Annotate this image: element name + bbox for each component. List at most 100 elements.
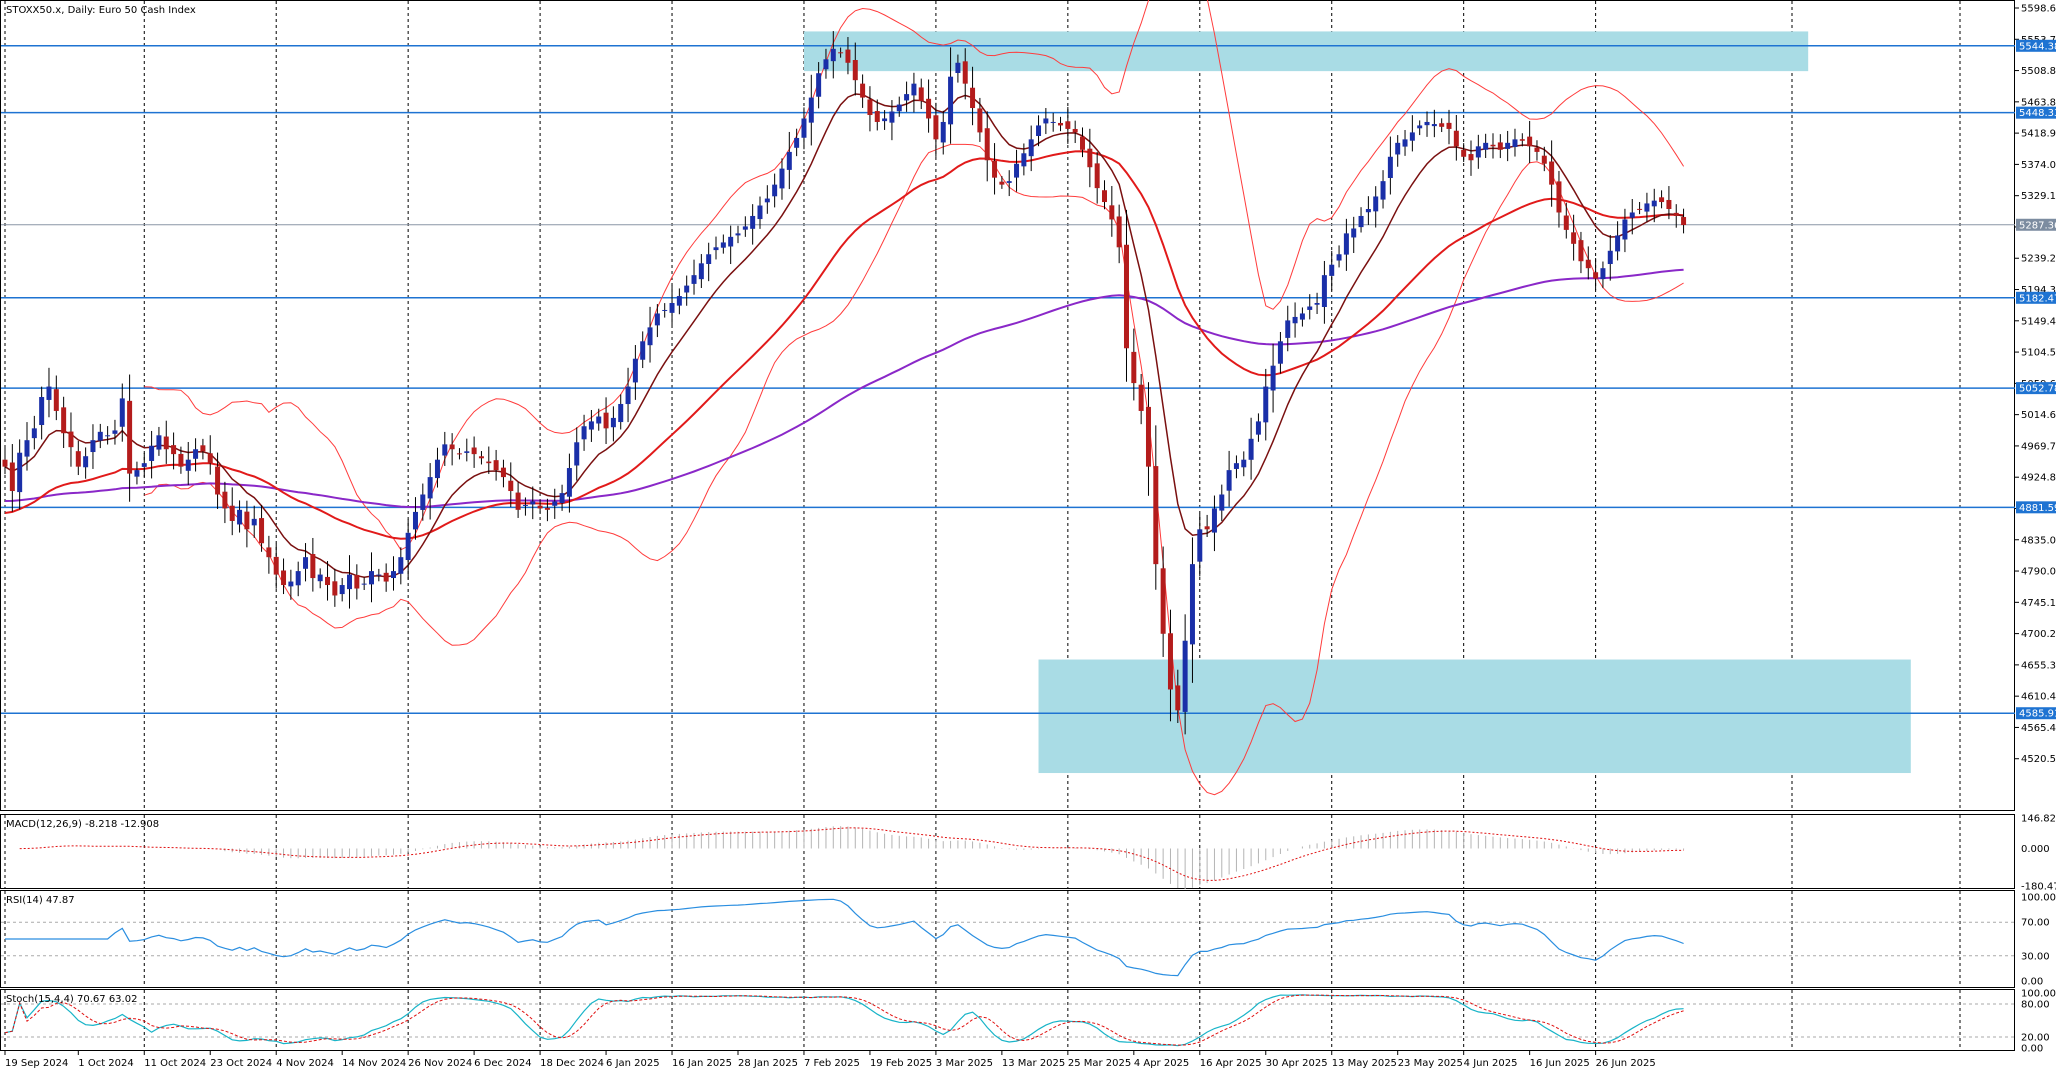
price-level-tag-label: 5052.78	[2019, 384, 2056, 395]
candle-body	[808, 97, 814, 123]
price-axis[interactable]: 5598.655553.735508.815463.895418.975374.…	[2015, 4, 2056, 766]
candle	[46, 367, 52, 418]
rsi-pane[interactable]: RSI(14) 47.87	[0, 890, 2016, 988]
candle	[1167, 609, 1173, 722]
candle	[119, 383, 125, 442]
stoch-tick-label: 0.00	[2021, 1044, 2043, 1055]
candle	[1189, 537, 1195, 683]
candle	[1351, 216, 1357, 254]
candle-body	[772, 184, 778, 197]
candle	[1673, 204, 1679, 228]
candle	[882, 110, 888, 130]
candle-body	[984, 128, 990, 161]
candle-body	[1490, 144, 1496, 147]
candle-body	[141, 463, 147, 467]
candle-body	[17, 452, 23, 493]
time-tick-label: 16 Jan 2025	[672, 1058, 732, 1069]
candle	[412, 497, 418, 540]
candle-body	[1637, 208, 1643, 210]
candle-body	[1094, 163, 1100, 189]
candle	[574, 427, 580, 481]
stoch-pane[interactable]: Stoch(15,4,4) 70.67 63.02	[0, 989, 2016, 1051]
candle-body	[105, 435, 111, 437]
price-tick-label: 5374.05	[2021, 160, 2056, 171]
price-tick-label: 4835.01	[2021, 535, 2056, 546]
candle-body	[933, 115, 939, 140]
candle-body	[1681, 217, 1687, 226]
candle-body	[1241, 459, 1247, 468]
candle	[1153, 425, 1159, 590]
rsi-axis[interactable]: 100.00 70.00 30.00 0.00	[2021, 893, 2056, 988]
main-pane[interactable]: STOXX50.x, Daily: Euro 50 Cash Index	[0, 0, 2016, 811]
candle	[1080, 127, 1086, 158]
candle	[1424, 111, 1430, 137]
candle	[1563, 202, 1569, 239]
candle	[1307, 294, 1313, 320]
candle-body	[1006, 181, 1012, 183]
candle	[1021, 143, 1027, 176]
candle	[369, 552, 374, 603]
time-axis[interactable]: 19 Sep 2024 1 Oct 2024 11 Oct 2024 23 Oct 2…	[4, 1051, 1656, 1069]
candle-body	[53, 389, 59, 411]
time-tick-label: 16 Jun 2025	[1530, 1058, 1590, 1069]
candle	[1615, 221, 1621, 261]
candle	[75, 440, 81, 476]
candle-body	[1534, 147, 1540, 152]
candle-body	[684, 285, 690, 293]
candle-body	[603, 412, 609, 429]
time-tick-label: 28 Jan 2025	[738, 1058, 798, 1069]
candle-body	[1622, 219, 1628, 240]
candle	[39, 386, 45, 440]
candle	[1072, 120, 1078, 144]
candle	[713, 236, 719, 260]
candle-body	[1563, 215, 1569, 230]
candle-body	[1387, 156, 1393, 178]
candle-body	[1607, 250, 1613, 265]
macd-pane[interactable]: MACD(12,26,9) -8.218 -12.908	[0, 814, 2015, 890]
price-level-tag	[2016, 106, 2056, 119]
candle-body	[508, 480, 514, 492]
candle	[134, 461, 140, 485]
candle	[1285, 305, 1291, 352]
candle-body	[1461, 149, 1467, 157]
candle	[273, 543, 279, 589]
candle	[1102, 180, 1107, 210]
macd-axis[interactable]: 146.827 0.000 -180.475	[2021, 814, 2056, 893]
candle	[1681, 208, 1687, 234]
candle-body	[1050, 121, 1056, 123]
ma-mid-line	[4, 150, 1684, 540]
time-tick-label: 25 Mar 2025	[1068, 1058, 1131, 1069]
candle-body	[1021, 153, 1027, 167]
candle	[1402, 129, 1408, 156]
rsi-title: RSI(14) 47.87	[6, 895, 75, 906]
candle-body	[1138, 384, 1144, 411]
candle-body	[801, 118, 807, 138]
candle-body	[273, 556, 279, 575]
rsi-series	[1, 898, 2015, 977]
time-tick-label: 3 Mar 2025	[936, 1058, 993, 1069]
candle-body	[867, 99, 873, 115]
candle-body	[303, 557, 309, 569]
candle	[786, 131, 792, 190]
candle-body	[1373, 196, 1379, 212]
candle	[251, 505, 257, 538]
candle-body	[992, 160, 998, 178]
candle-body	[1424, 121, 1430, 126]
candle-body	[1351, 228, 1357, 238]
price-level-tag-label: 4881.59	[2019, 503, 2056, 514]
candle	[522, 497, 528, 516]
candle-body	[632, 358, 638, 383]
candle-body	[1395, 142, 1401, 155]
candle	[222, 481, 228, 524]
candle	[977, 97, 983, 142]
candle	[1314, 292, 1320, 315]
candle	[684, 275, 690, 306]
candle-body	[361, 583, 367, 585]
candle-body	[61, 407, 67, 434]
candle	[838, 47, 844, 58]
candle-body	[999, 181, 1005, 185]
candle	[1094, 151, 1100, 204]
candle-body	[1549, 161, 1555, 185]
